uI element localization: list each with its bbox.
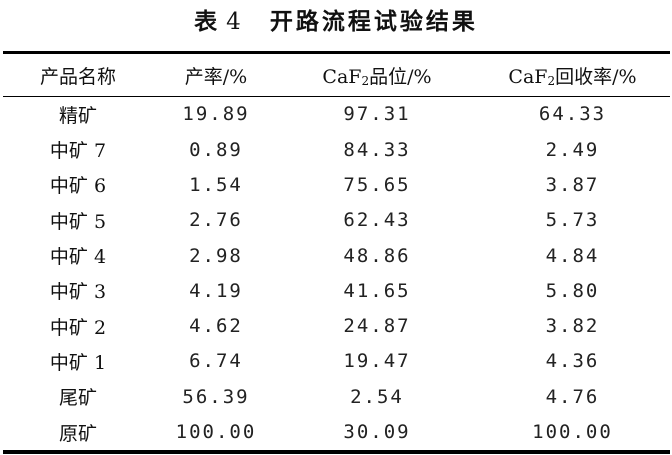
yield-cell: 19.89 [182,103,250,125]
product-name-cell: 中矿 5 [49,210,107,233]
bottom-rule [3,450,670,454]
results-table: 产品名称 产率/% CaF2品位/% CaF2回收率/% 精矿 19.89 97.3… [3,54,670,450]
product-name-cell: 中矿 7 [49,140,107,163]
header-caf2-grade: CaF2品位/% [322,65,432,88]
table-caption: 开路流程试验结果 [269,9,478,35]
caf2-recovery-cell: 5.73 [545,209,600,232]
product-name-cell: 中矿 1 [49,351,107,374]
yield-cell: 100.00 [175,421,257,444]
header-row: 产品名称 产率/% CaF2品位/% CaF2回收率/% [3,54,670,96]
caf2-grade-cell: 24.87 [343,315,411,338]
table-row: 原矿 100.00 30.09 100.00 [3,414,670,449]
caf2-grade-cell: 30.09 [343,421,411,444]
table-row: 中矿 7 0.89 84.33 2.49 [3,132,670,167]
caf2-recovery-cell: 4.76 [545,385,600,408]
caf2-grade-cell: 97.31 [343,103,411,125]
table-row: 中矿 1 6.74 19.47 4.36 [3,344,670,379]
product-name-cell: 中矿 3 [49,281,107,304]
product-name-cell: 中矿 6 [49,175,107,198]
caf2-grade-cell: 62.43 [343,209,411,232]
caf2-recovery-cell: 64.33 [538,103,607,125]
caf2-grade-cell: 19.47 [343,350,411,373]
caf2-recovery-cell: 100.00 [532,421,613,444]
caf2-recovery-cell: 2.49 [545,138,600,161]
yield-cell: 2.98 [189,244,243,267]
product-name-cell: 中矿 4 [49,246,107,269]
caf2-grade-cell: 75.65 [343,173,411,196]
yield-cell: 4.62 [189,315,243,338]
yield-cell: 56.39 [182,385,250,408]
caf2-recovery-cell: 3.82 [545,315,600,338]
header-rule [3,96,670,97]
top-rule [3,51,670,54]
caf2-recovery-cell: 3.87 [545,173,600,196]
caf2-recovery-cell: 5.80 [545,279,600,302]
table-row: 中矿 4 2.98 48.86 4.84 [3,238,670,273]
caf2-grade-cell: 41.65 [343,279,411,302]
table-label: 表 [194,9,221,35]
product-name-cell: 中矿 2 [49,316,107,339]
table-title: 表 4 开路流程试验结果 [0,2,672,36]
table-row: 中矿 3 4.19 41.65 5.80 [3,273,670,308]
yield-cell: 1.54 [189,173,243,196]
header-product-name: 产品名称 [39,65,116,88]
table-row: 精矿 19.89 97.31 64.33 [3,96,670,132]
caf2-grade-cell: 2.54 [350,385,404,408]
table-row: 中矿 2 4.62 24.87 3.82 [3,308,670,343]
yield-cell: 4.19 [189,279,243,302]
table-number: 4 [226,9,244,35]
product-name-cell: 尾矿 [58,387,97,410]
header-caf2-recovery: CaF2回收率/% [508,65,637,88]
caf2-recovery-cell: 4.36 [545,350,600,373]
yield-cell: 2.76 [189,209,243,232]
table-row: 中矿 5 2.76 62.43 5.73 [3,203,670,238]
product-name-cell: 精矿 [58,104,97,127]
table-row: 中矿 6 1.54 75.65 3.87 [3,167,670,202]
yield-cell: 6.74 [189,350,243,373]
caf2-recovery-cell: 4.84 [545,244,600,267]
header-yield: 产率/% [184,65,248,88]
caf2-grade-cell: 48.86 [343,244,411,267]
table-row: 尾矿 56.39 2.54 4.76 [3,379,670,414]
caf2-grade-cell: 84.33 [343,138,411,161]
yield-cell: 0.89 [189,138,243,161]
product-name-cell: 原矿 [58,422,97,445]
